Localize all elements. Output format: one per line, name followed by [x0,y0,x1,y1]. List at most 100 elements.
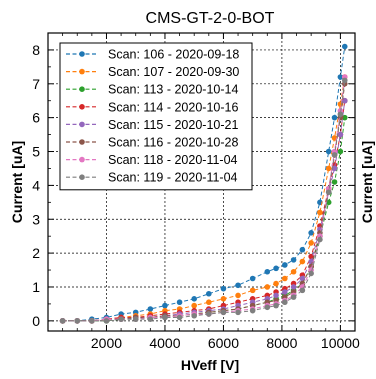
data-point [325,148,332,155]
y-tick-label: 4 [32,177,40,193]
plot-frame [47,32,356,332]
data-point [341,97,348,104]
y-tick-label: 0 [32,313,40,329]
data-point [191,296,197,302]
data-point [317,236,323,243]
series [59,77,348,324]
y-tick-label: 7 [32,76,40,92]
data-point [162,314,168,321]
data-point [118,316,124,322]
data-point [74,318,81,324]
data-point [337,111,344,118]
data-point [290,294,297,300]
data-point [290,284,297,290]
legend-marker [79,121,85,128]
data-point [282,299,288,306]
data-point [264,268,271,275]
data-point [273,302,279,309]
data-point [331,152,338,158]
data-point [308,229,314,236]
x-tick-label: 8000 [266,335,297,351]
data-point [290,268,297,275]
data-point [337,148,344,155]
data-point [191,312,197,319]
data-point [290,257,297,263]
y-tick-label: 8 [32,42,40,58]
legend-label: Scan: 113 - 2020-10-14 [108,83,238,97]
data-point [341,43,348,50]
data-point [299,258,306,265]
y-tick-label: 6 [32,110,40,126]
legend-label: Scan: 116 - 2020-10-28 [108,136,238,150]
x-tick-label: 4000 [149,335,180,351]
data-point [299,246,306,253]
data-point [299,287,306,294]
data-point [89,318,95,324]
legend-label: Scan: 106 - 2020-09-18 [108,48,239,62]
data-point [341,114,348,121]
legend: Scan: 106 - 2020-09-18 Scan: 107 - 2020-0… [59,42,253,191]
x-tick-label: 2000 [91,335,122,351]
data-point [220,309,227,316]
legend-marker [79,86,85,92]
y-tick-label: 1 [32,279,40,295]
data-point [235,292,241,299]
y-tick-label: 3 [32,211,40,227]
data-point [308,270,314,277]
x-tick-label: 6000 [208,335,239,351]
data-point [308,240,314,246]
data-point [132,316,139,322]
data-point [249,307,256,314]
data-point [331,179,338,185]
legend-label: Scan: 118 - 2020-11-04 [108,153,238,167]
data-point [220,296,227,302]
legend-box [59,42,253,191]
data-point [331,165,338,172]
legend-label: Scan: 115 - 2020-10-21 [108,118,238,132]
data-point [317,209,323,216]
data-point [337,131,344,138]
y-tick-label: 5 [32,144,40,160]
data-point [331,114,338,121]
ticks: 2000 4000 6000 8000 10000 0 1 2 3 4 5 6 7 8 [32,33,360,351]
data-point [176,299,183,306]
data-point [206,311,212,317]
y-axis-label: Current [uA] [9,141,25,223]
data-point [206,299,212,306]
data-point [264,284,271,290]
data-point [264,304,271,311]
data-point [282,275,288,282]
legend-marker [79,104,85,110]
data-point [249,275,256,282]
data-point [337,74,344,80]
x-axis-label: HVeff [V] [181,357,239,373]
legend-label: Scan: 114 - 2020-10-16 [108,100,238,114]
data-point [249,287,256,294]
y-tick-label: 2 [32,245,40,261]
data-point [235,309,241,316]
chart-title: CMS-GT-2-0-BOT [146,10,275,27]
legend-marker [79,174,85,180]
legend-label: Scan: 119 - 2020-11-04 [108,171,238,185]
legend-marker [79,51,85,57]
data-point [325,165,332,172]
data-point [147,306,154,312]
series-layer [59,43,348,324]
legend-label: Scan: 107 - 2020-09-30 [108,65,239,79]
legend-marker [79,68,85,75]
data-point [191,302,197,309]
data-point [273,292,279,299]
data-point [147,316,154,322]
y-axis-label-right: Current [uA] [359,141,375,223]
data-point [325,189,332,195]
data-point [206,290,212,297]
data-point [103,318,110,324]
data-point [235,282,241,289]
data-point [176,314,183,321]
data-point [162,302,168,309]
data-point [59,318,66,324]
data-point [282,289,288,295]
legend-marker [79,156,85,163]
